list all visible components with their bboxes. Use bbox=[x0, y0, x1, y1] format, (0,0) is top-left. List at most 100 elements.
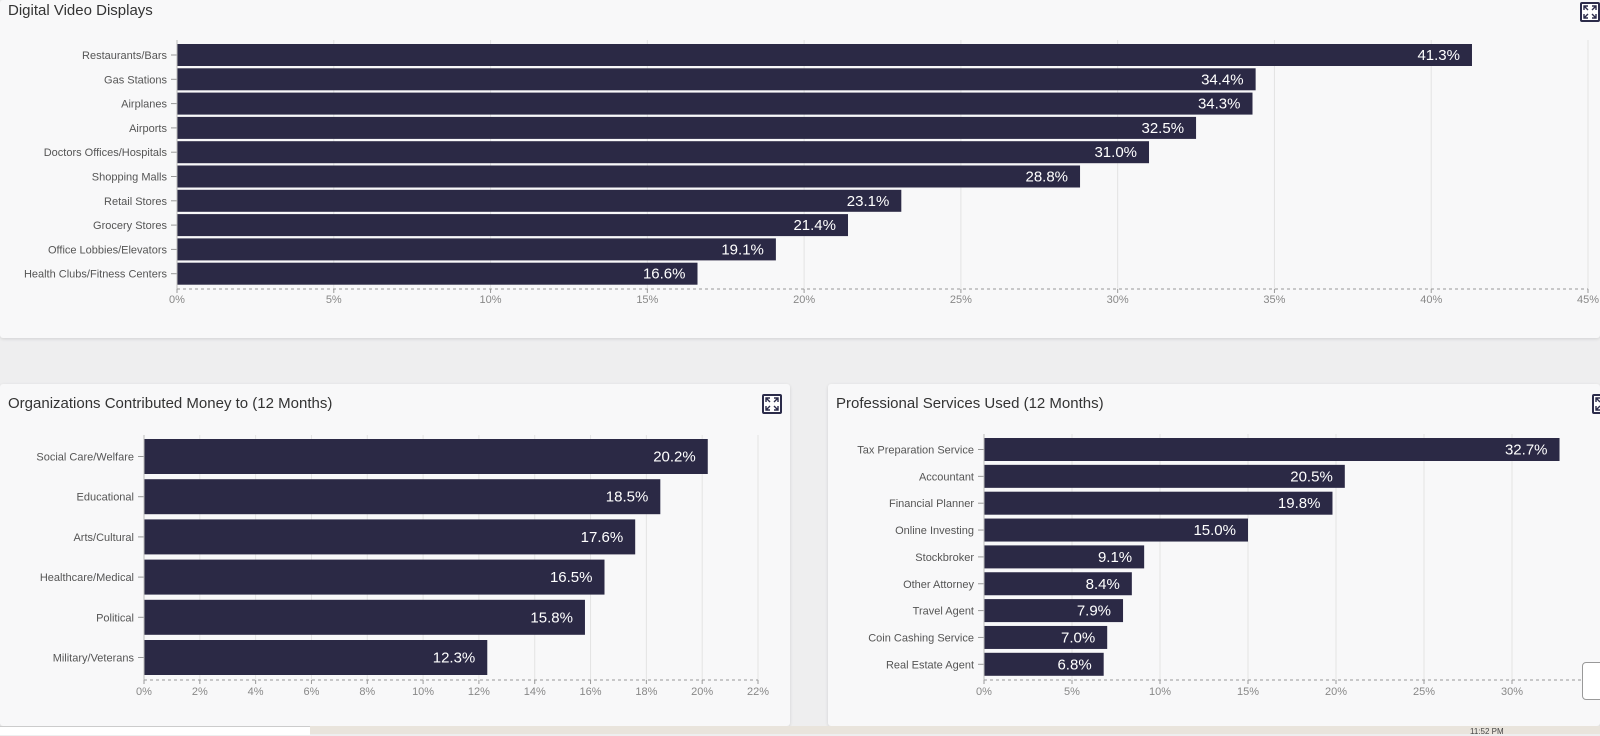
x-tick-label: 10% bbox=[412, 686, 434, 698]
x-tick-label: 20% bbox=[793, 294, 815, 306]
taskbar-clock: 11:52 PM bbox=[1470, 727, 1504, 736]
data-label: 15.0% bbox=[1193, 522, 1236, 539]
category-label: Other Attorney bbox=[903, 579, 974, 591]
professional-services-chart: Tax Preparation Service 32.7% Accountant 20… bbox=[857, 434, 1600, 698]
x-tick-label: 8% bbox=[359, 686, 375, 698]
category-label: Shopping Malls bbox=[92, 172, 168, 184]
category-label: Airports bbox=[129, 123, 167, 135]
bar bbox=[177, 189, 902, 212]
expand-button[interactable] bbox=[1592, 394, 1600, 414]
category-label: Retail Stores bbox=[104, 196, 167, 208]
floating-widget-tab[interactable] bbox=[1582, 662, 1600, 700]
data-label: 7.0% bbox=[1061, 629, 1095, 646]
bar bbox=[177, 165, 1081, 188]
category-label: Real Estate Agent bbox=[886, 659, 974, 671]
x-tick-label: 0% bbox=[976, 686, 992, 698]
data-label: 20.5% bbox=[1290, 468, 1333, 485]
bar bbox=[177, 92, 1253, 115]
x-tick-label: 10% bbox=[1149, 686, 1171, 698]
data-label: 12.3% bbox=[433, 650, 476, 667]
expand-icon bbox=[1583, 5, 1597, 19]
category-label: Travel Agent bbox=[913, 606, 974, 618]
data-label: 19.1% bbox=[721, 241, 764, 258]
category-label: Doctors Offices/Hospitals bbox=[44, 147, 168, 159]
category-label: Social Care/Welfare bbox=[36, 452, 134, 464]
bar bbox=[984, 572, 1132, 596]
x-tick-label: 22% bbox=[747, 686, 769, 698]
chart-panel-professional-services: Professional Services Used (12 Months) T… bbox=[828, 384, 1600, 726]
x-tick-label: 16% bbox=[580, 686, 602, 698]
category-label: Airplanes bbox=[121, 99, 167, 111]
category-label: Restaurants/Bars bbox=[82, 50, 167, 62]
data-label: 7.9% bbox=[1077, 603, 1111, 620]
taskbar-search-area[interactable] bbox=[0, 726, 310, 735]
x-tick-label: 20% bbox=[691, 686, 713, 698]
x-tick-label: 40% bbox=[1420, 294, 1442, 306]
bar bbox=[144, 519, 636, 555]
x-tick-label: 2% bbox=[192, 686, 208, 698]
bar bbox=[177, 116, 1197, 139]
bar bbox=[177, 68, 1256, 91]
data-label: 19.8% bbox=[1278, 495, 1321, 512]
data-label: 15.8% bbox=[530, 609, 573, 626]
expand-icon bbox=[1595, 397, 1600, 411]
data-label: 34.3% bbox=[1198, 96, 1241, 113]
x-tick-label: 30% bbox=[1107, 294, 1129, 306]
chart-panel-organizations-contributed: Organizations Contributed Money to (12 M… bbox=[0, 384, 790, 726]
x-tick-label: 20% bbox=[1325, 686, 1347, 698]
data-label: 23.1% bbox=[847, 193, 890, 210]
bar bbox=[984, 625, 1108, 649]
digital-video-displays-chart: Restaurants/Bars 41.3% Gas Stations 34.4% Ai… bbox=[24, 40, 1599, 306]
bar bbox=[177, 238, 776, 261]
x-tick-label: 5% bbox=[1064, 686, 1080, 698]
data-label: 20.2% bbox=[653, 449, 696, 466]
bar bbox=[984, 545, 1145, 569]
x-tick-label: 4% bbox=[248, 686, 264, 698]
bar bbox=[144, 559, 605, 595]
x-tick-label: 15% bbox=[636, 294, 658, 306]
x-tick-label: 30% bbox=[1501, 686, 1523, 698]
x-tick-label: 45% bbox=[1577, 294, 1599, 306]
data-label: 31.0% bbox=[1094, 144, 1137, 161]
x-tick-label: 14% bbox=[524, 686, 546, 698]
data-label: 16.6% bbox=[643, 266, 686, 283]
x-tick-label: 25% bbox=[950, 294, 972, 306]
data-label: 41.3% bbox=[1417, 47, 1460, 64]
data-label: 17.6% bbox=[581, 529, 624, 546]
bar bbox=[984, 652, 1104, 676]
category-label: Military/Veterans bbox=[53, 653, 135, 665]
data-label: 28.8% bbox=[1025, 169, 1068, 186]
panel-title: Digital Video Displays bbox=[8, 2, 153, 19]
bar bbox=[984, 438, 1560, 461]
bar bbox=[177, 141, 1150, 164]
panel-title: Professional Services Used (12 Months) bbox=[836, 395, 1104, 412]
bar bbox=[144, 479, 661, 515]
category-label: Healthcare/Medical bbox=[40, 572, 134, 584]
bar bbox=[144, 640, 488, 675]
x-tick-label: 25% bbox=[1413, 686, 1435, 698]
x-tick-label: 10% bbox=[480, 294, 502, 306]
chart-panel-digital-video-displays: Digital Video Displays Restaurants/Bars 4… bbox=[0, 0, 1600, 338]
category-label: Tax Preparation Service bbox=[857, 445, 974, 457]
expand-button[interactable] bbox=[762, 394, 782, 414]
x-tick-label: 35% bbox=[1263, 294, 1285, 306]
x-tick-label: 5% bbox=[326, 294, 342, 306]
bar bbox=[177, 214, 849, 237]
x-tick-label: 12% bbox=[468, 686, 490, 698]
data-label: 16.5% bbox=[550, 569, 593, 586]
bar bbox=[984, 599, 1124, 623]
x-tick-label: 15% bbox=[1237, 686, 1259, 698]
organizations-contributed-chart: Social Care/Welfare 20.2% Educational 18.5%… bbox=[36, 435, 769, 698]
data-label: 6.8% bbox=[1057, 656, 1091, 673]
x-tick-label: 18% bbox=[635, 686, 657, 698]
expand-icon bbox=[765, 397, 779, 411]
bar bbox=[177, 44, 1472, 66]
bar bbox=[984, 491, 1333, 515]
bar bbox=[984, 518, 1248, 542]
category-label: Accountant bbox=[919, 471, 974, 483]
bar bbox=[144, 439, 708, 474]
data-label: 18.5% bbox=[606, 489, 649, 506]
expand-button[interactable] bbox=[1580, 2, 1600, 22]
data-label: 32.7% bbox=[1505, 442, 1548, 459]
category-label: Office Lobbies/Elevators bbox=[48, 244, 168, 256]
